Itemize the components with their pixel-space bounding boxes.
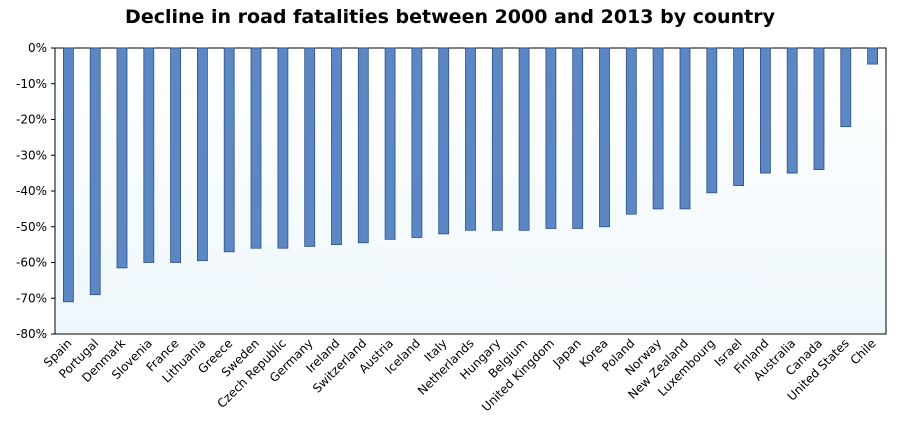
bar-denmark	[116, 47, 128, 269]
bar-finland	[760, 47, 771, 174]
bar-korea	[599, 47, 610, 228]
x-axis-labels: SpainPortugalDenmarkSloveniaFranceLithua…	[41, 336, 879, 414]
bar-united-states	[840, 47, 852, 128]
bar-luxembourg	[706, 47, 718, 194]
x-tick-label: Japan	[550, 336, 584, 370]
bar-israel	[733, 47, 744, 187]
bar-united-kingdom	[545, 47, 557, 229]
bar-sweden	[250, 47, 262, 249]
y-tick-label: -60%	[16, 256, 47, 270]
bar-hungary	[491, 47, 503, 231]
bar-greece	[223, 47, 235, 253]
bar-slovenia	[143, 47, 155, 263]
bar-portugal	[89, 47, 101, 296]
y-tick-label: -30%	[16, 148, 47, 162]
bar-italy	[438, 47, 450, 235]
bar-australia	[786, 47, 798, 174]
bar-france	[170, 47, 182, 263]
y-tick-label: -20%	[16, 113, 47, 127]
y-tick-label: -50%	[16, 220, 47, 234]
y-tick-label: -10%	[16, 77, 47, 91]
x-tick-label: Chile	[848, 336, 879, 367]
chart-title: Decline in road fatalities between 2000 …	[125, 6, 775, 28]
y-tick-label: 0%	[28, 41, 47, 55]
y-tick-label: -80%	[16, 327, 47, 341]
bar-canada	[813, 47, 825, 170]
bar-lithuania	[196, 47, 208, 262]
bar-czech-republic	[277, 47, 289, 249]
bar-ireland	[331, 47, 342, 246]
bars-group	[63, 47, 878, 303]
y-axis: 0% -10% -20% -30% -40% -50% -60% -70% -80%	[16, 41, 55, 341]
bar-japan	[572, 47, 584, 229]
y-tick-label: -70%	[16, 291, 47, 305]
bar-netherlands	[465, 47, 476, 231]
bar-switzerland	[357, 47, 369, 244]
bar-norway	[652, 47, 664, 210]
bar-belgium	[518, 47, 530, 231]
bar-poland	[625, 47, 637, 215]
bar-germany	[304, 47, 316, 247]
bar-chile	[867, 47, 878, 65]
bar-spain	[63, 47, 74, 303]
y-tick-label: -40%	[16, 184, 47, 198]
bar-austria	[384, 47, 396, 240]
bar-new-zealand	[679, 47, 691, 210]
bar-iceland	[411, 47, 423, 238]
